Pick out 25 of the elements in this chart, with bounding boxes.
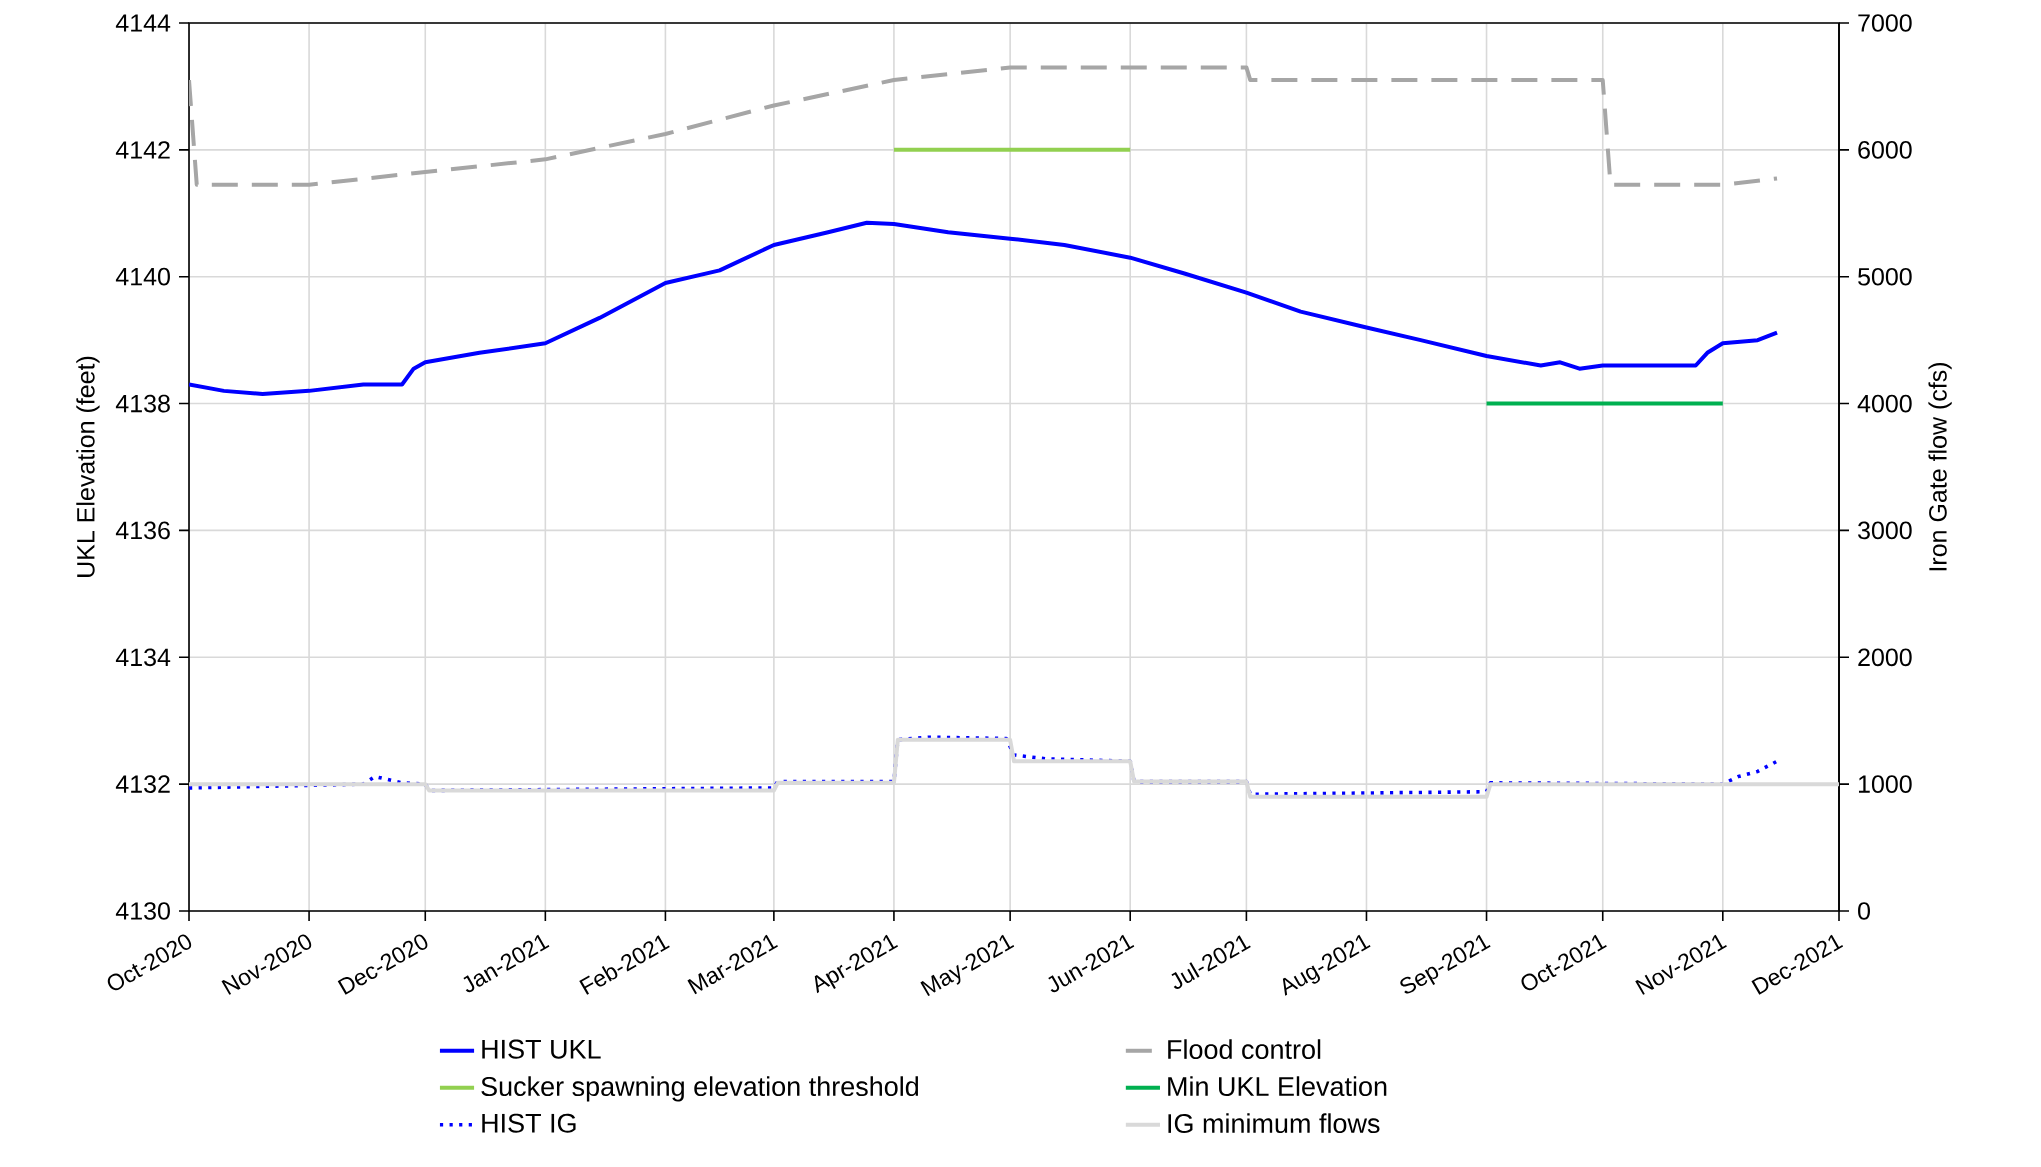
line-series	[189, 65, 1780, 187]
y-tick-label: 4130	[115, 902, 170, 920]
y-tick-label: 4132	[115, 775, 170, 793]
y2-tick-label: 2000	[1858, 648, 1912, 667]
y2-tick-label: 0	[1858, 902, 1870, 920]
legend-label: Flood control	[1168, 1039, 1321, 1060]
y2-tick-label: 3000	[1858, 521, 1912, 540]
y2-tick-label: 5000	[1858, 267, 1912, 286]
y2-tick-label: 1000	[1858, 775, 1912, 793]
y2-axis-title: Iron Gate flow (cfs)	[1928, 362, 1952, 571]
y-axis-title: UKL Elevation (feet)	[76, 356, 100, 577]
y2-tick-label: 6000	[1858, 141, 1912, 159]
legend-label: Min UKL Elevation	[1168, 1076, 1387, 1097]
y-tick-label: 4144	[115, 14, 171, 32]
y-tick-label: 4134	[115, 648, 171, 667]
legend-label: Sucker spawning elevation threshold	[481, 1076, 918, 1102]
legend-label: IG minimum flows	[1168, 1113, 1380, 1134]
y-tick-label: 4136	[115, 521, 170, 540]
legend-label: HIST UKL	[482, 1039, 601, 1059]
y2-tick-label: 7000	[1858, 14, 1912, 32]
y-tick-label: 4140	[115, 267, 170, 286]
y2-tick-label: 4000	[1857, 394, 1912, 413]
legend-label: HIST IG	[482, 1113, 576, 1133]
y-tick-label: 4138	[115, 394, 170, 413]
y-tick-label: 4142	[115, 141, 170, 159]
